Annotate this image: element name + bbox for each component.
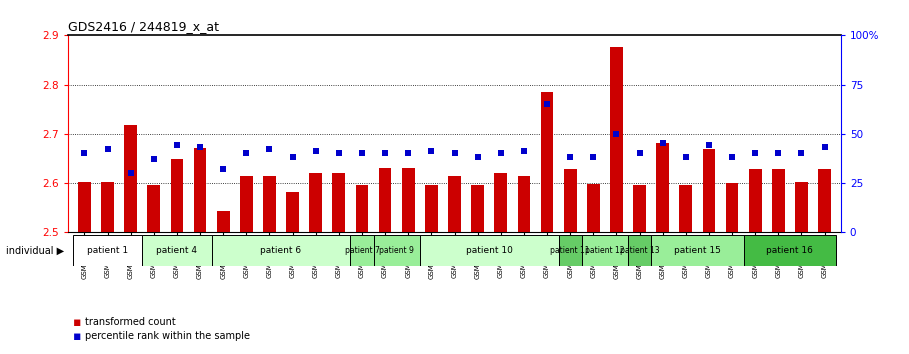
Bar — [628, 235, 651, 266]
Bar — [73, 235, 142, 266]
Text: percentile rank within the sample: percentile rank within the sample — [85, 331, 250, 341]
Bar — [772, 169, 784, 232]
Text: patient 12: patient 12 — [585, 246, 624, 255]
Bar — [656, 143, 669, 232]
Bar — [402, 168, 415, 232]
Bar — [78, 182, 91, 232]
Bar — [564, 169, 576, 232]
Text: patient 1: patient 1 — [87, 246, 128, 255]
Text: patient 11: patient 11 — [551, 246, 590, 255]
Bar — [147, 185, 160, 232]
Bar — [379, 168, 392, 232]
Bar — [587, 184, 600, 232]
Bar — [744, 235, 836, 266]
Bar — [725, 183, 738, 232]
Bar — [101, 182, 114, 232]
Text: ▪: ▪ — [73, 330, 81, 343]
Bar — [142, 235, 212, 266]
Bar — [425, 185, 438, 232]
Bar — [448, 176, 461, 232]
Bar — [634, 185, 646, 232]
Text: patient 9: patient 9 — [379, 246, 415, 255]
Text: patient 13: patient 13 — [620, 246, 659, 255]
Bar — [286, 192, 299, 232]
Bar — [559, 235, 582, 266]
Bar — [494, 173, 507, 232]
Bar — [333, 173, 345, 232]
Bar — [420, 235, 559, 266]
Bar — [212, 235, 350, 266]
Bar — [651, 235, 744, 266]
Bar — [517, 176, 530, 232]
Text: patient 15: patient 15 — [674, 246, 721, 255]
Bar — [818, 169, 831, 232]
Bar — [171, 159, 184, 232]
Text: individual ▶: individual ▶ — [5, 245, 64, 256]
Bar — [541, 92, 554, 232]
Text: transformed count: transformed count — [85, 317, 175, 327]
Text: ▪: ▪ — [73, 316, 81, 329]
Bar — [582, 235, 628, 266]
Bar — [240, 176, 253, 232]
Text: patient 16: patient 16 — [766, 246, 814, 255]
Bar — [374, 235, 420, 266]
Text: GDS2416 / 244819_x_at: GDS2416 / 244819_x_at — [68, 20, 219, 33]
Bar — [749, 169, 762, 232]
Bar — [217, 211, 230, 232]
Bar — [194, 148, 206, 232]
Bar — [610, 47, 623, 232]
Bar — [355, 185, 368, 232]
Text: patient 10: patient 10 — [465, 246, 513, 255]
Bar — [125, 125, 137, 232]
Bar — [309, 173, 322, 232]
Bar — [679, 185, 692, 232]
Bar — [795, 182, 808, 232]
Bar — [263, 176, 275, 232]
Bar — [703, 149, 715, 232]
Text: patient 4: patient 4 — [156, 246, 197, 255]
Bar — [471, 185, 484, 232]
Text: patient 6: patient 6 — [261, 246, 302, 255]
Text: patient 7: patient 7 — [345, 246, 379, 255]
Bar — [350, 235, 374, 266]
